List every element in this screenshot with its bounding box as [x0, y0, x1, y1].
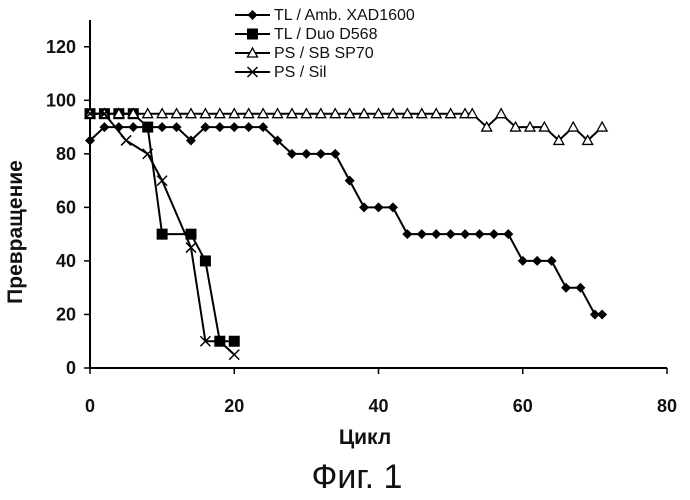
series-0-point	[374, 202, 384, 212]
series-0-point	[301, 149, 311, 159]
legend: TL / Amb. XAD1600 TL / Duo D568 PS / SB SP…	[235, 7, 415, 81]
x-tick-label: 20	[224, 396, 244, 416]
legend-swatch-marker	[247, 29, 258, 40]
series-0-point	[597, 309, 607, 319]
x-tick-label: 40	[368, 396, 388, 416]
x-tick-label: 0	[85, 396, 95, 416]
series-0-point	[431, 229, 441, 239]
series-0-point	[518, 256, 528, 266]
series-0-point	[244, 122, 254, 132]
series-1-line	[90, 114, 234, 342]
y-tick-label: 100	[46, 90, 76, 110]
series-0-point	[388, 202, 398, 212]
series-1	[85, 108, 240, 347]
y-ticks: 0 20 40 60 80 100 120	[46, 37, 90, 378]
series-0-point	[229, 122, 239, 132]
series-0-point	[489, 229, 499, 239]
series-0-point	[345, 176, 355, 186]
y-tick-label: 120	[46, 37, 76, 57]
series-0-point	[417, 229, 427, 239]
legend-label: PS / Sil	[274, 64, 326, 81]
legend-label: TL / Amb. XAD1600	[274, 7, 415, 24]
series-0-point	[157, 122, 167, 132]
x-ticks: 0 20 40 60 80	[85, 368, 677, 416]
y-axis-title: Превращение	[4, 160, 27, 304]
series-0-point	[215, 122, 225, 132]
series-0-point	[316, 149, 326, 159]
x-tick-label: 60	[513, 396, 533, 416]
legend-label: PS / SB SP70	[274, 45, 374, 62]
axes	[90, 20, 667, 368]
series-0-point	[474, 229, 484, 239]
series-0-point	[460, 229, 470, 239]
x-axis-title: Цикл	[339, 426, 391, 449]
legend-swatch-marker	[248, 10, 258, 20]
series-2-point	[597, 122, 607, 131]
series-3-point	[121, 135, 131, 145]
series-2-point	[496, 109, 506, 118]
series-0-point	[575, 283, 585, 293]
series-1-point	[229, 336, 240, 347]
series-0	[85, 122, 607, 319]
legend-label: TL / Duo D568	[274, 26, 378, 43]
series-1-point	[142, 122, 153, 133]
series-0-point	[446, 229, 456, 239]
series-0-point	[359, 202, 369, 212]
y-tick-label: 20	[56, 304, 76, 324]
series-2-point	[568, 122, 578, 131]
series-3-point	[229, 350, 239, 360]
y-tick-label: 60	[56, 197, 76, 217]
series-0-line	[90, 127, 602, 314]
series-0-point	[330, 149, 340, 159]
series-0-point	[532, 256, 542, 266]
series-1-point	[200, 255, 211, 266]
series-0-point	[503, 229, 513, 239]
y-tick-label: 40	[56, 251, 76, 271]
series-0-point	[547, 256, 557, 266]
series-3-point	[157, 176, 167, 186]
y-tick-label: 0	[66, 358, 76, 378]
series-layer	[85, 108, 608, 359]
series-0-point	[128, 122, 138, 132]
series-0-point	[561, 283, 571, 293]
x-tick-label: 80	[657, 396, 677, 416]
figure-caption: Фиг. 1	[312, 458, 403, 496]
y-tick-label: 80	[56, 144, 76, 164]
series-1-point	[157, 229, 168, 240]
series-0-point	[402, 229, 412, 239]
